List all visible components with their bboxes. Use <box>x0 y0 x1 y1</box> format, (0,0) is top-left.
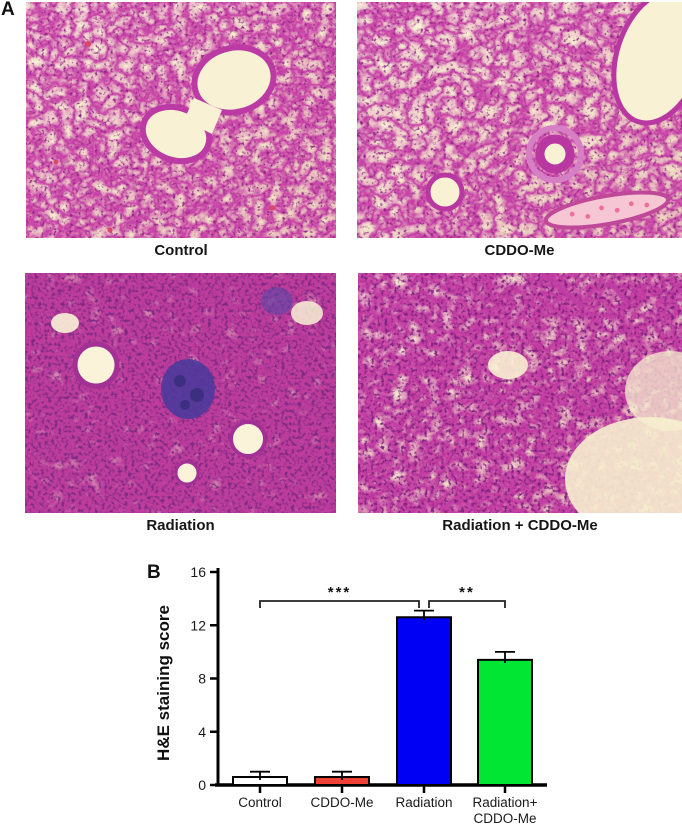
significance-bracket <box>428 600 506 608</box>
bar-3 <box>477 658 533 786</box>
x-category-label: CDDO-Me <box>474 811 537 824</box>
significance-bracket <box>259 600 420 608</box>
blood-vessel <box>543 190 671 230</box>
panel-b: B 0 4 8 12 16 H&E staining score Control CDDO-M… <box>0 562 682 824</box>
significance-stars: *** <box>328 584 352 601</box>
x-category-label: Radiation+ <box>473 795 538 810</box>
airway-structures <box>51 301 323 486</box>
caption-radiation-cddo-me: Radiation + CDDO-Me <box>442 517 598 534</box>
y-tick-label: 8 <box>198 671 206 687</box>
bar-2 <box>396 616 452 787</box>
histology-image-radiation-cddo-me <box>358 273 682 513</box>
x-category-label: Radiation <box>395 795 452 810</box>
y-tick-label: 0 <box>198 777 206 793</box>
caption-radiation: Radiation <box>146 517 215 534</box>
y-tick-label: 4 <box>198 724 206 740</box>
histology-image-control <box>26 2 336 238</box>
red-blood-cells <box>53 41 275 233</box>
y-tick-label: 16 <box>190 564 206 580</box>
x-category-label: CDDO-Me <box>311 795 374 810</box>
histology-image-cddo-me <box>357 2 682 238</box>
lymphoid-infiltrate <box>161 287 293 419</box>
panel-a-label: A <box>1 0 15 20</box>
airway-structures <box>139 44 277 165</box>
x-category-label: Control <box>238 795 282 810</box>
airway-structures <box>488 351 682 513</box>
y-axis-title: H&E staining score <box>154 605 173 761</box>
caption-control: Control <box>154 242 208 259</box>
caption-cddo-me: CDDO-Me <box>484 242 555 259</box>
y-tick-label: 12 <box>190 617 206 633</box>
bronchiole-walls <box>545 273 632 311</box>
significance-stars: ** <box>459 584 475 601</box>
histology-image-radiation <box>25 273 336 513</box>
panel-b-label: B <box>147 562 161 583</box>
